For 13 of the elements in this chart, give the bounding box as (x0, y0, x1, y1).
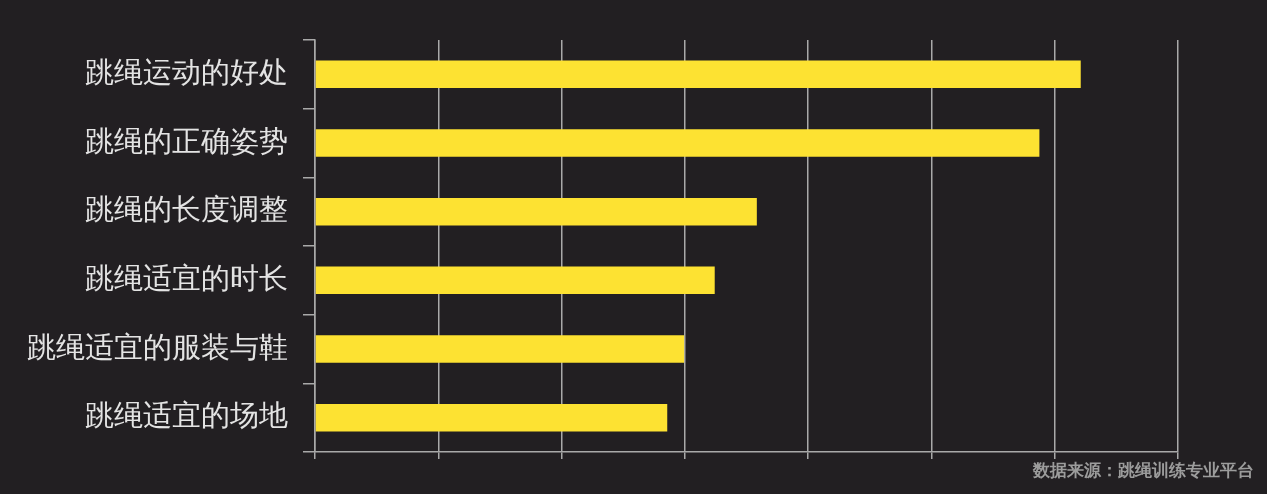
y-tick-label: 跳绳的长度调整 (85, 192, 288, 227)
bar (315, 197, 757, 226)
y-tick-label: 跳绳运动的好处 (85, 54, 288, 89)
bar (315, 403, 668, 432)
y-tick-label: 跳绳适宜的服装与鞋 (27, 329, 288, 364)
source-note: 数据来源：跳绳训练专业平台 (1032, 460, 1254, 481)
y-tick-label: 跳绳的正确姿势 (85, 123, 288, 158)
y-tick-label: 跳绳适宜的时长 (85, 260, 288, 295)
y-tick-label: 跳绳适宜的场地 (85, 398, 288, 433)
bar (315, 335, 685, 363)
bar (315, 129, 1040, 157)
bar (315, 266, 715, 295)
bar (315, 60, 1081, 89)
